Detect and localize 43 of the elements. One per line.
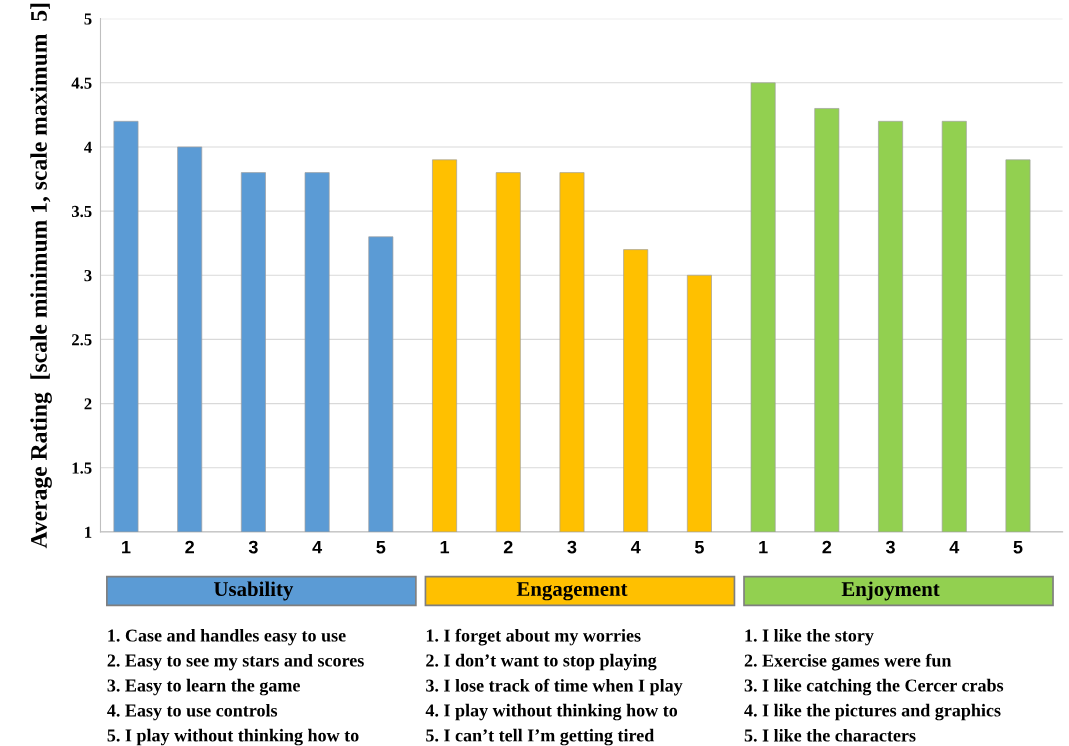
y-tick-label: 4.5 (71, 77, 92, 89)
y-axis-title: Average Rating [scale minimum 1, scale maximum 5] (30, 3, 52, 549)
x-tick-label: 4 (949, 540, 960, 554)
text: 4. Easy to use controls (107, 703, 278, 721)
text: 5. I can’t tell I’m getting tired (426, 728, 655, 746)
text: Usability (213, 581, 294, 601)
text: 1. I forget about my worries (426, 628, 641, 646)
x-tick-label: 1 (440, 540, 450, 554)
text: 4. I play without thinking how to (425, 703, 678, 721)
y-tick-label: 1 (85, 526, 92, 538)
x-tick-label: 4 (312, 540, 323, 554)
x-tick-label: 5 (376, 540, 386, 554)
text: 3. I lose track of time when I play (426, 678, 683, 696)
text: 2. Easy to see my stars and scores (107, 653, 364, 671)
text: 3. I like catching the Cercer crabs (744, 678, 1004, 696)
text: Engagement (516, 582, 628, 601)
text: 3. Easy to learn the game (107, 678, 300, 696)
x-tick-label: 2 (822, 540, 832, 554)
x-tick-label: 2 (185, 540, 194, 554)
y-tick-label: 3.5 (71, 205, 92, 218)
x-tick-label: 3 (567, 540, 577, 554)
text: 5. I play without thinking how to (107, 728, 359, 746)
y-tick-label: 4 (84, 141, 92, 153)
y-tick-label: 5 (84, 13, 92, 25)
x-tick-label: 2 (503, 540, 513, 554)
text: 2. I don’t want to stop playing (426, 653, 657, 671)
y-tick-label: 2.5 (72, 334, 92, 346)
x-tick-label: 3 (248, 540, 258, 554)
x-tick-label: 5 (1013, 540, 1023, 554)
text: 5. I like the characters (744, 728, 916, 742)
x-tick-label: 5 (694, 540, 704, 554)
text: 1. I like the story (745, 628, 874, 646)
text: 1. Case and handles easy to use (108, 628, 346, 646)
x-tick-label: 1 (122, 540, 131, 554)
text: 4. I like the pictures and graphics (744, 703, 1001, 721)
y-tick-label: 2 (84, 398, 92, 410)
y-tick-label: 3 (84, 270, 92, 282)
x-tick-label: 3 (885, 540, 895, 554)
y-tick-label: 1.5 (72, 462, 92, 474)
text: 2. Exercise games were fun (744, 653, 952, 671)
x-tick-label: 1 (759, 540, 768, 554)
text: Enjoyment (841, 581, 940, 601)
x-tick-label: 4 (630, 540, 641, 554)
